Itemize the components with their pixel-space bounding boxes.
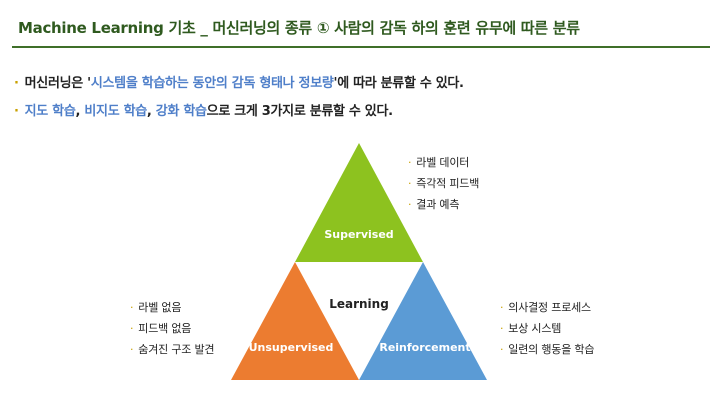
- bullet-marker: ·: [408, 198, 412, 211]
- bullet-marker: ·: [14, 104, 19, 119]
- bullet-marker: ·: [408, 156, 412, 169]
- bullet-1-suffix: '에 따라 분류할 수 있다.: [333, 76, 464, 91]
- list-item: · 보상 시스템: [500, 322, 562, 335]
- supervised-label: Supervised: [324, 228, 393, 241]
- unsupervised-triangle: [231, 262, 359, 380]
- list-item: · 의사결정 프로세스: [500, 301, 591, 314]
- reinforcement-label: Reinforcement: [379, 341, 470, 354]
- list-item: · 라벨 없음: [130, 301, 182, 314]
- supervised-triangle: [295, 143, 423, 262]
- bullet-marker: ·: [130, 301, 134, 314]
- bullet-line-1: · 머신러닝은 '시스템을 학습하는 동안의 감독 형태나 정보량'에 따라 분류…: [14, 72, 464, 91]
- bullet-marker: ·: [14, 76, 19, 91]
- bullet-marker: ·: [130, 322, 134, 335]
- list-item: · 피드백 없음: [130, 322, 192, 335]
- unsupervised-features: · 라벨 없음 · 피드백 없음 · 숨겨진 구조 발견: [130, 299, 215, 362]
- bullet-2-sep-2: ,: [146, 104, 156, 119]
- bullet-marker: ·: [500, 301, 504, 314]
- bullet-2-unsupervised: 비지도 학습: [84, 104, 147, 119]
- bullet-marker: ·: [500, 343, 504, 356]
- list-item: · 결과 예측: [408, 198, 460, 211]
- title-divider: [12, 46, 710, 48]
- list-item: · 일련의 행동을 학습: [500, 343, 595, 356]
- bullet-2-sep-1: ,: [75, 104, 85, 119]
- bullet-2-reinforcement: 강화 학습: [155, 104, 207, 119]
- supervised-features: · 라벨 데이터 · 즉각적 피드백 · 결과 예측: [408, 154, 479, 217]
- reinforcement-features: · 의사결정 프로세스 · 보상 시스템 · 일련의 행동을 학습: [500, 299, 594, 362]
- bullet-marker: ·: [130, 343, 134, 356]
- bullet-2-supervised: 지도 학습: [24, 104, 76, 119]
- list-item: · 숨겨진 구조 발견: [130, 343, 215, 356]
- bullet-2-suffix: 으로 크게 3가지로 분류할 수 있다.: [206, 104, 393, 119]
- reinforcement-triangle: [359, 262, 487, 380]
- list-item: · 라벨 데이터: [408, 156, 470, 169]
- bullet-marker: ·: [500, 322, 504, 335]
- bullet-marker: ·: [408, 177, 412, 190]
- center-learning-label: Learning: [329, 297, 389, 311]
- list-item: · 즉각적 피드백: [408, 177, 480, 190]
- bullet-line-2: · 지도 학습, 비지도 학습, 강화 학습으로 크게 3가지로 분류할 수 있다…: [14, 100, 393, 119]
- unsupervised-label: Unsupervised: [249, 341, 334, 354]
- page-title: Machine Learning 기초 _ 머신러닝의 종류 ① 사람의 감독 …: [18, 19, 580, 37]
- bullet-1-highlight: 시스템을 학습하는 동안의 감독 형태나 정보량: [90, 76, 334, 91]
- bullet-1-prefix: 머신러닝은 ': [24, 76, 92, 91]
